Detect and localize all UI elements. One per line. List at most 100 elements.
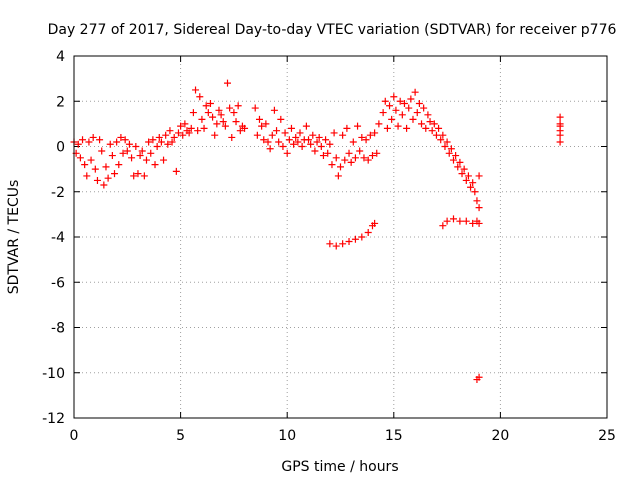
data-point xyxy=(324,149,332,157)
data-point xyxy=(319,152,327,160)
data-point xyxy=(556,127,564,135)
data-point xyxy=(364,156,372,164)
data-point xyxy=(375,120,383,128)
data-point xyxy=(290,140,298,148)
data-point xyxy=(452,152,460,160)
data-point xyxy=(251,104,259,112)
data-point xyxy=(339,240,347,248)
data-point xyxy=(443,217,451,225)
data-point xyxy=(456,158,464,166)
data-point xyxy=(462,217,470,225)
data-point xyxy=(134,170,142,178)
data-point xyxy=(219,118,227,126)
data-point xyxy=(273,127,281,135)
data-point xyxy=(147,149,155,157)
y-tick-label: 0 xyxy=(56,140,65,156)
data-point xyxy=(151,161,159,169)
data-point xyxy=(379,109,387,117)
data-point xyxy=(104,174,112,182)
data-point xyxy=(275,138,283,146)
axis-ticks: 0 5 10 15 20 25 -12 -10 -8 -6 -4 -2 0 2 4 xyxy=(42,49,616,444)
data-point xyxy=(428,127,436,135)
data-point xyxy=(213,120,221,128)
data-point xyxy=(424,111,432,119)
x-tick-label: 0 xyxy=(70,428,79,444)
data-point xyxy=(351,235,359,243)
data-point xyxy=(556,138,564,146)
data-point xyxy=(168,138,176,146)
data-point xyxy=(422,124,430,132)
data-point xyxy=(388,115,396,123)
data-point xyxy=(441,143,449,150)
data-point xyxy=(157,138,165,146)
data-point xyxy=(298,143,306,150)
data-point xyxy=(337,163,344,171)
data-point xyxy=(341,156,349,164)
data-point xyxy=(390,93,398,101)
data-point xyxy=(400,100,408,108)
data-point xyxy=(396,97,404,105)
data-point xyxy=(262,120,270,128)
data-point xyxy=(268,131,276,139)
data-point xyxy=(196,93,204,101)
data-point xyxy=(185,129,193,137)
data-point xyxy=(108,152,116,160)
data-point xyxy=(200,124,208,132)
data-point xyxy=(462,176,470,184)
data-point xyxy=(445,149,453,157)
data-point xyxy=(392,106,400,114)
data-point xyxy=(138,147,146,155)
y-tick-label: -10 xyxy=(42,366,65,382)
data-point xyxy=(264,138,272,146)
data-point xyxy=(283,149,291,157)
data-point xyxy=(170,133,178,141)
x-tick-label: 20 xyxy=(491,428,509,444)
data-point xyxy=(383,124,391,132)
data-point xyxy=(115,161,123,169)
data-point xyxy=(330,129,338,137)
data-point xyxy=(309,131,317,139)
data-point xyxy=(364,228,372,236)
data-point xyxy=(106,140,114,148)
data-point xyxy=(354,122,362,130)
data-point xyxy=(241,124,249,132)
data-point xyxy=(181,120,189,128)
data-point xyxy=(189,109,197,117)
y-tick-label: -8 xyxy=(51,321,65,337)
data-point xyxy=(153,143,161,150)
data-point xyxy=(81,161,89,169)
y-axis-label: SDTVAR / TECUs xyxy=(6,180,22,295)
data-point xyxy=(475,204,483,212)
data-point xyxy=(123,147,131,155)
data-point xyxy=(409,115,417,123)
data-point xyxy=(556,113,564,121)
data-point xyxy=(102,163,110,171)
data-point xyxy=(426,118,434,126)
data-point xyxy=(136,152,144,160)
data-point xyxy=(296,129,304,137)
data-point xyxy=(326,140,334,148)
data-point xyxy=(215,106,223,114)
x-tick-label: 5 xyxy=(176,428,185,444)
data-point xyxy=(83,172,91,180)
data-point xyxy=(449,156,457,164)
data-point xyxy=(192,86,200,94)
data-point xyxy=(255,115,263,123)
data-point xyxy=(236,127,244,135)
data-point xyxy=(230,109,238,117)
data-point xyxy=(322,136,330,144)
data-point xyxy=(439,131,447,139)
data-point xyxy=(345,149,353,157)
y-tick-label: -12 xyxy=(42,411,65,427)
data-point xyxy=(140,172,148,180)
data-point xyxy=(473,197,481,205)
data-point xyxy=(145,138,153,146)
data-point xyxy=(307,140,315,148)
data-point xyxy=(449,215,457,223)
data-point xyxy=(454,163,462,171)
data-point xyxy=(128,154,136,162)
data-point xyxy=(356,147,364,155)
data-point xyxy=(475,172,483,180)
data-point xyxy=(160,156,168,164)
